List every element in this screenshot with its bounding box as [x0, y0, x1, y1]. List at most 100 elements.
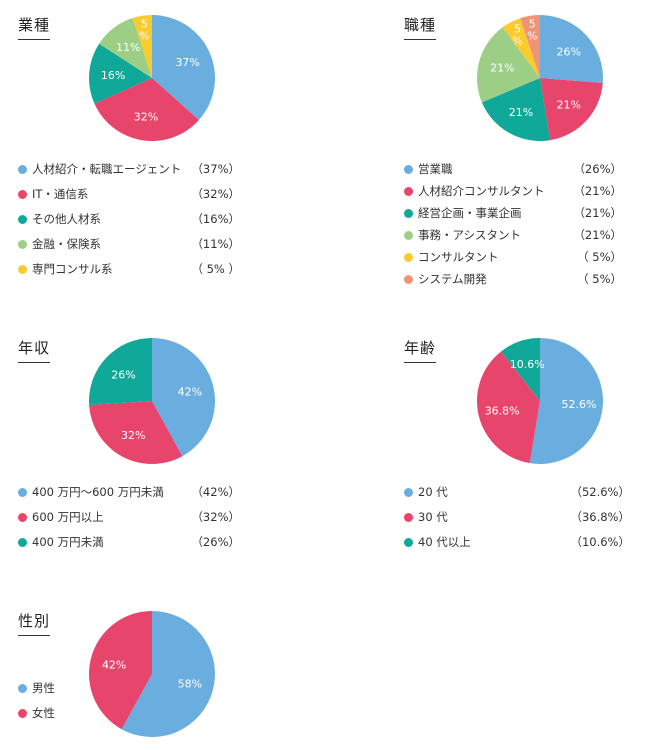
gender-legend: 男性 女性	[18, 680, 78, 730]
legend-color-dot	[18, 165, 27, 174]
slice-label: 21%	[509, 106, 533, 119]
slice-label: 11%	[116, 41, 140, 54]
pie-slice	[89, 43, 152, 104]
legend-color-dot	[18, 513, 27, 522]
legend-percent: （32%）	[191, 187, 240, 201]
legend-label: その他人材系	[32, 212, 101, 226]
legend-color-dot	[18, 488, 27, 497]
legend-label: 営業職	[418, 162, 453, 176]
legend-color-dot	[18, 215, 27, 224]
legend-color-dot	[404, 513, 413, 522]
slice-label: 42%	[178, 385, 202, 398]
legend-label: コンサルタント	[418, 250, 499, 264]
legend-label: 400 万円未満	[32, 535, 104, 549]
industry-title: 業種	[18, 14, 51, 40]
pie-slice	[520, 15, 540, 78]
legend-item: システム開発 （ 5%）	[404, 271, 622, 293]
legend-item: 600 万円以上 （32%）	[18, 509, 240, 534]
slice-label: 5%	[139, 17, 149, 42]
legend-color-dot	[404, 275, 413, 284]
legend-label: 400 万円〜600 万円未満	[32, 485, 164, 499]
slice-label: 36.8%	[485, 405, 520, 418]
legend-label: 事務・アシスタント	[418, 228, 522, 242]
legend-item: 30 代 （36.8%）	[404, 509, 630, 534]
legend-percent: （32%）	[191, 510, 240, 524]
legend-label: 男性	[32, 681, 55, 695]
legend-percent: （16%）	[191, 212, 240, 226]
slice-label: 21%	[556, 99, 580, 112]
age-pie-chart: 52.6% 36.8% 10.6%	[476, 338, 603, 464]
legend-percent: （ 5%）	[577, 272, 622, 286]
slice-label: 37%	[175, 56, 199, 69]
pie-slice	[89, 338, 152, 405]
legend-label: 人材紹介・転職エージェント	[32, 162, 182, 176]
slice-label: 21%	[490, 62, 514, 75]
legend-color-dot	[18, 684, 27, 693]
legend-percent: （26%）	[191, 535, 240, 549]
legend-color-dot	[404, 165, 413, 174]
legend-percent: （36.8%）	[570, 510, 630, 524]
pie-slice	[476, 351, 540, 464]
legend-color-dot	[404, 488, 413, 497]
industry-pie-chart: 37% 32% 16% 11%5%	[89, 15, 215, 141]
legend-label: 人材紹介コンサルタント	[418, 184, 545, 198]
legend-item: 経営企画・事業企画 （21%）	[404, 205, 622, 227]
pie-slice	[88, 611, 152, 730]
legend-color-dot	[404, 253, 413, 262]
income-title: 年収	[18, 337, 51, 363]
legend-percent: （10.6%）	[570, 535, 630, 549]
occupation-title: 職種	[404, 14, 437, 40]
legend-color-dot	[404, 209, 413, 218]
legend-percent: （11%）	[191, 237, 240, 251]
slice-label: 10.6%	[510, 358, 545, 371]
legend-item: IT・通信系 （32%）	[18, 186, 240, 211]
legend-item: 専門コンサル系 （ 5% ）	[18, 261, 240, 286]
age-title: 年齢	[404, 337, 437, 363]
legend-label: 専門コンサル系	[32, 262, 113, 276]
legend-item: その他人材系 （16%）	[18, 211, 240, 236]
legend-color-dot	[404, 231, 413, 240]
pie-slice	[99, 18, 152, 78]
income-pie-chart: 42% 32% 26%	[89, 338, 216, 464]
legend-percent: （ 5%）	[577, 250, 622, 264]
legend-label: 女性	[32, 706, 55, 720]
industry-legend: 人材紹介・転職エージェント （37%） IT・通信系 （32%） その他人材系 （16%）…	[18, 161, 240, 286]
age-legend: 20 代 （52.6%） 30 代 （36.8%） 40 代以上 （10.6%）	[404, 484, 630, 559]
slice-label: 5%	[512, 22, 522, 47]
legend-percent: （21%）	[573, 206, 622, 220]
legend-item: コンサルタント （ 5%）	[404, 249, 622, 271]
pie-slice	[529, 338, 603, 464]
pie-slice	[152, 338, 216, 457]
slice-label: 42%	[102, 658, 126, 671]
gender-title: 性別	[18, 610, 51, 636]
legend-color-dot	[18, 538, 27, 547]
legend-item: 営業職 （26%）	[404, 161, 622, 183]
slice-label: 52.6%	[561, 398, 596, 411]
slice-label: 26%	[556, 45, 580, 58]
legend-percent: （42%）	[191, 485, 240, 499]
legend-color-dot	[404, 538, 413, 547]
pie-slice	[540, 15, 603, 83]
legend-item: 20 代 （52.6%）	[404, 484, 630, 509]
legend-percent: （21%）	[573, 184, 622, 198]
pie-slice	[89, 401, 183, 464]
pie-slice	[477, 27, 540, 103]
pie-slice	[481, 78, 550, 141]
legend-label: 40 代以上	[418, 535, 471, 549]
slice-label: 58%	[178, 678, 202, 691]
legend-percent: （26%）	[573, 162, 622, 176]
legend-color-dot	[18, 265, 27, 274]
legend-item: 人材紹介・転職エージェント （37%）	[18, 161, 240, 186]
legend-item: 40 代以上 （10.6%）	[404, 534, 630, 559]
legend-percent: （52.6%）	[570, 485, 630, 499]
pie-slice	[121, 611, 215, 737]
legend-percent: （21%）	[573, 228, 622, 242]
legend-color-dot	[18, 709, 27, 718]
legend-item: 金融・保険系 （11%）	[18, 236, 240, 261]
pie-slice	[94, 78, 199, 141]
legend-percent: （ 5% ）	[191, 262, 240, 276]
occupation-pie-chart: 26% 21% 21% 21% 5 %5%	[477, 15, 603, 141]
gender-pie-chart: 58% 42%	[88, 611, 215, 737]
income-legend: 400 万円〜600 万円未満 （42%） 600 万円以上 （32%） 400 万円未…	[18, 484, 240, 559]
legend-label: 30 代	[418, 510, 448, 524]
